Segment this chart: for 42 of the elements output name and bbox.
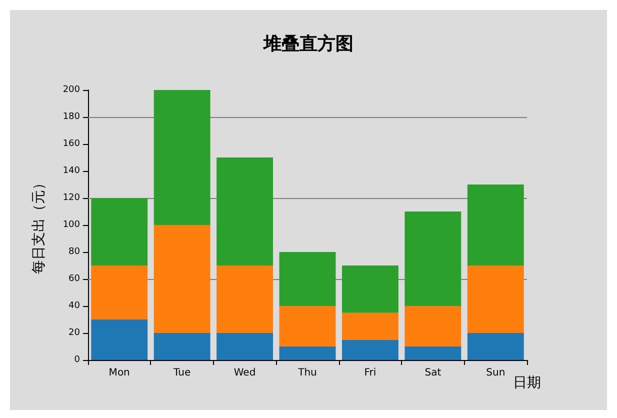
x-tick-label: Tue: [172, 368, 191, 378]
bar: [342, 312, 398, 340]
bar: [154, 333, 210, 360]
bar: [342, 266, 398, 313]
y-tick-label: 100: [62, 220, 80, 230]
bar: [279, 346, 336, 360]
y-tick-label: 140: [62, 166, 80, 176]
y-tick-label: 0: [74, 355, 80, 365]
bar: [404, 346, 462, 360]
bar: [279, 306, 336, 346]
bar: [467, 184, 524, 266]
bar: [91, 266, 148, 320]
y-tick-label: 40: [68, 301, 80, 311]
x-tick-label: Mon: [108, 368, 130, 378]
y-tick-label: 80: [68, 247, 80, 257]
chart-title: 堆叠直方图: [262, 34, 354, 54]
bar: [342, 340, 398, 360]
bar: [216, 266, 274, 333]
bar: [279, 252, 336, 306]
bar: [404, 212, 462, 306]
bar: [216, 333, 274, 360]
y-tick-label: 180: [62, 112, 80, 122]
bar: [91, 198, 148, 266]
bar: [154, 225, 210, 333]
x-tick-label: Thu: [297, 368, 317, 378]
y-tick-label: 60: [68, 274, 80, 284]
y-tick-label: 200: [62, 85, 80, 95]
y-axis-title: 每日支出（元）: [31, 176, 47, 274]
x-tick-label: Sat: [424, 368, 442, 378]
y-tick-label: 120: [62, 193, 80, 203]
bar: [216, 158, 274, 266]
bar: [467, 266, 524, 333]
bar: [154, 90, 210, 225]
bar: [467, 333, 524, 360]
y-tick-label: 160: [62, 139, 80, 149]
x-tick-label: Fri: [364, 368, 376, 378]
x-tick-label: Wed: [234, 368, 256, 378]
x-tick-label: Sun: [486, 368, 506, 378]
bar: [404, 306, 462, 346]
y-tick-label: 20: [68, 328, 80, 338]
bar: [91, 320, 148, 360]
x-axis-title: 日期: [513, 375, 541, 391]
